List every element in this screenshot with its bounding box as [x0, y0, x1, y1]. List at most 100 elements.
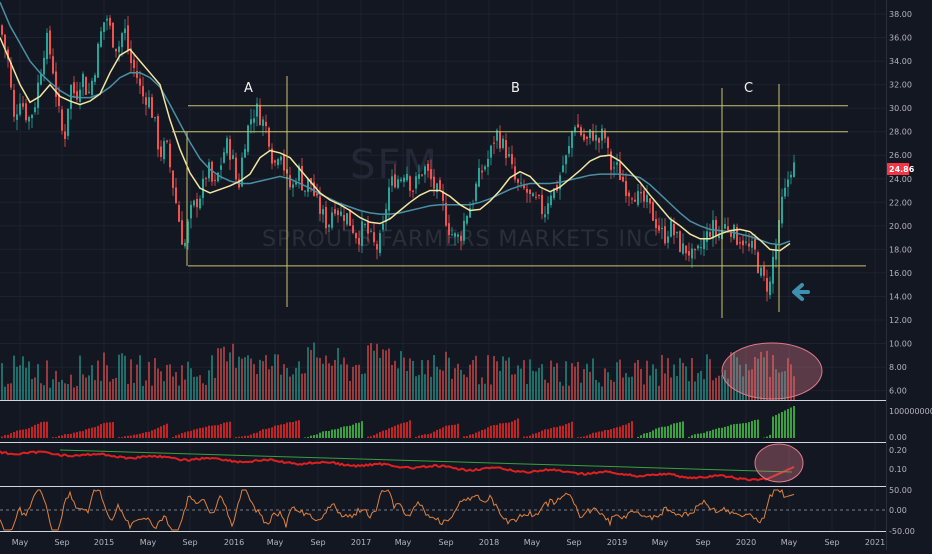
candle-body	[106, 19, 108, 21]
volume-sum-bar	[67, 434, 69, 438]
volume-bar	[706, 354, 708, 400]
volume-sum-bar	[400, 423, 402, 438]
volume-bar	[328, 363, 330, 400]
candle-body	[691, 249, 693, 259]
volume-sum-bar	[604, 430, 606, 438]
volume-sum-bar	[772, 417, 774, 439]
volume-bar	[508, 358, 510, 400]
volume-bar	[85, 378, 87, 400]
volume-bar	[454, 368, 456, 400]
candle-body	[43, 58, 45, 75]
volume-sum-bar	[601, 431, 603, 438]
volume-sum-bar	[436, 430, 438, 438]
volume-bar	[88, 375, 90, 400]
volume-sum-bar	[577, 437, 579, 438]
volume-bar	[655, 369, 657, 400]
candle-body	[151, 97, 153, 118]
candle-body	[598, 138, 600, 143]
volume-bar	[4, 387, 6, 400]
candle-body	[19, 104, 21, 115]
volume-bar	[682, 363, 684, 400]
volume-sum-bar	[19, 430, 21, 438]
volume-sum-bar	[70, 434, 72, 438]
volume-bar	[109, 382, 111, 400]
candle-body	[757, 252, 759, 273]
volume-bar	[652, 364, 654, 400]
volume-bar	[610, 380, 612, 400]
volume-sum-bar	[283, 424, 285, 438]
volume-sum-bar	[331, 430, 333, 438]
volume-bar	[274, 354, 276, 400]
volume-sum-bar	[88, 428, 90, 438]
volume-bar	[43, 385, 45, 400]
volume-bar	[307, 347, 309, 400]
volume-sum-bar	[112, 422, 114, 438]
volume-sum-bar	[391, 427, 393, 438]
time-tick-label: Sep	[824, 538, 839, 547]
volume-sum-bar	[472, 434, 474, 438]
volume-sum-bar	[16, 431, 18, 438]
candle-body	[658, 225, 660, 230]
volume-sum-bar	[709, 431, 711, 438]
candle-body	[508, 154, 510, 156]
volume-bar	[691, 358, 693, 400]
volume-sum-bar	[775, 415, 777, 438]
volume-bar	[301, 374, 303, 400]
volume-sum-bar	[583, 436, 585, 438]
candle-body	[274, 160, 276, 162]
volume-sum-bar	[661, 427, 663, 438]
candle-body	[412, 191, 414, 192]
volume-bar	[388, 349, 390, 400]
volume-bar	[196, 377, 198, 400]
volume-bar	[499, 371, 501, 400]
volume-bar	[607, 372, 609, 400]
volume-sum-bar	[538, 432, 540, 438]
price-tick-label: 34.00	[889, 57, 912, 66]
candle-body	[145, 97, 147, 105]
candle-body	[454, 233, 456, 236]
candle-body	[622, 177, 624, 182]
volume-sum-bar	[151, 430, 153, 438]
candle-body	[649, 198, 651, 203]
volume-sum-bar	[496, 425, 498, 438]
volume-sum-bar	[469, 435, 471, 438]
candle-body	[325, 207, 327, 228]
volume-sum-bar	[358, 423, 360, 438]
volume-bar	[184, 380, 186, 400]
volume-sum-bar	[592, 433, 594, 438]
time-tick-label: May	[267, 538, 284, 547]
candle-body	[763, 267, 765, 276]
price-tick-label: 14.00	[889, 292, 912, 301]
candle-body	[742, 240, 744, 245]
volume-bar	[115, 378, 117, 400]
volume-sum-bar	[295, 421, 297, 438]
candle-body	[646, 195, 648, 202]
volume-bar	[637, 360, 639, 400]
candle-body	[727, 226, 729, 230]
volume-sum-bar	[334, 429, 336, 438]
volume-bar	[619, 360, 621, 400]
candle-body	[733, 225, 735, 239]
candle-body	[301, 166, 303, 190]
candle-body	[406, 174, 408, 180]
volume-sum-bar	[589, 434, 591, 438]
volume-bar	[412, 361, 414, 400]
candle-body	[517, 179, 519, 183]
candle-body	[682, 243, 684, 253]
volume-sum-bar	[34, 425, 36, 438]
volume-sum-bar	[376, 434, 378, 438]
candle-body	[700, 247, 702, 248]
volume-bar	[592, 358, 594, 400]
volume-sum-bar	[640, 435, 642, 438]
volume-bar	[421, 360, 423, 400]
volume-sum-bar	[490, 426, 492, 438]
volume-sum-bar	[277, 425, 279, 438]
time-tick-label: 2016	[224, 538, 244, 547]
volume-sum-bar	[241, 436, 243, 438]
volume-sum-bar	[622, 425, 624, 438]
volume-bar	[547, 383, 549, 400]
candle-body	[334, 209, 336, 214]
candle-body	[64, 131, 66, 139]
volume-bar	[616, 362, 618, 400]
volume-bar	[340, 364, 342, 400]
